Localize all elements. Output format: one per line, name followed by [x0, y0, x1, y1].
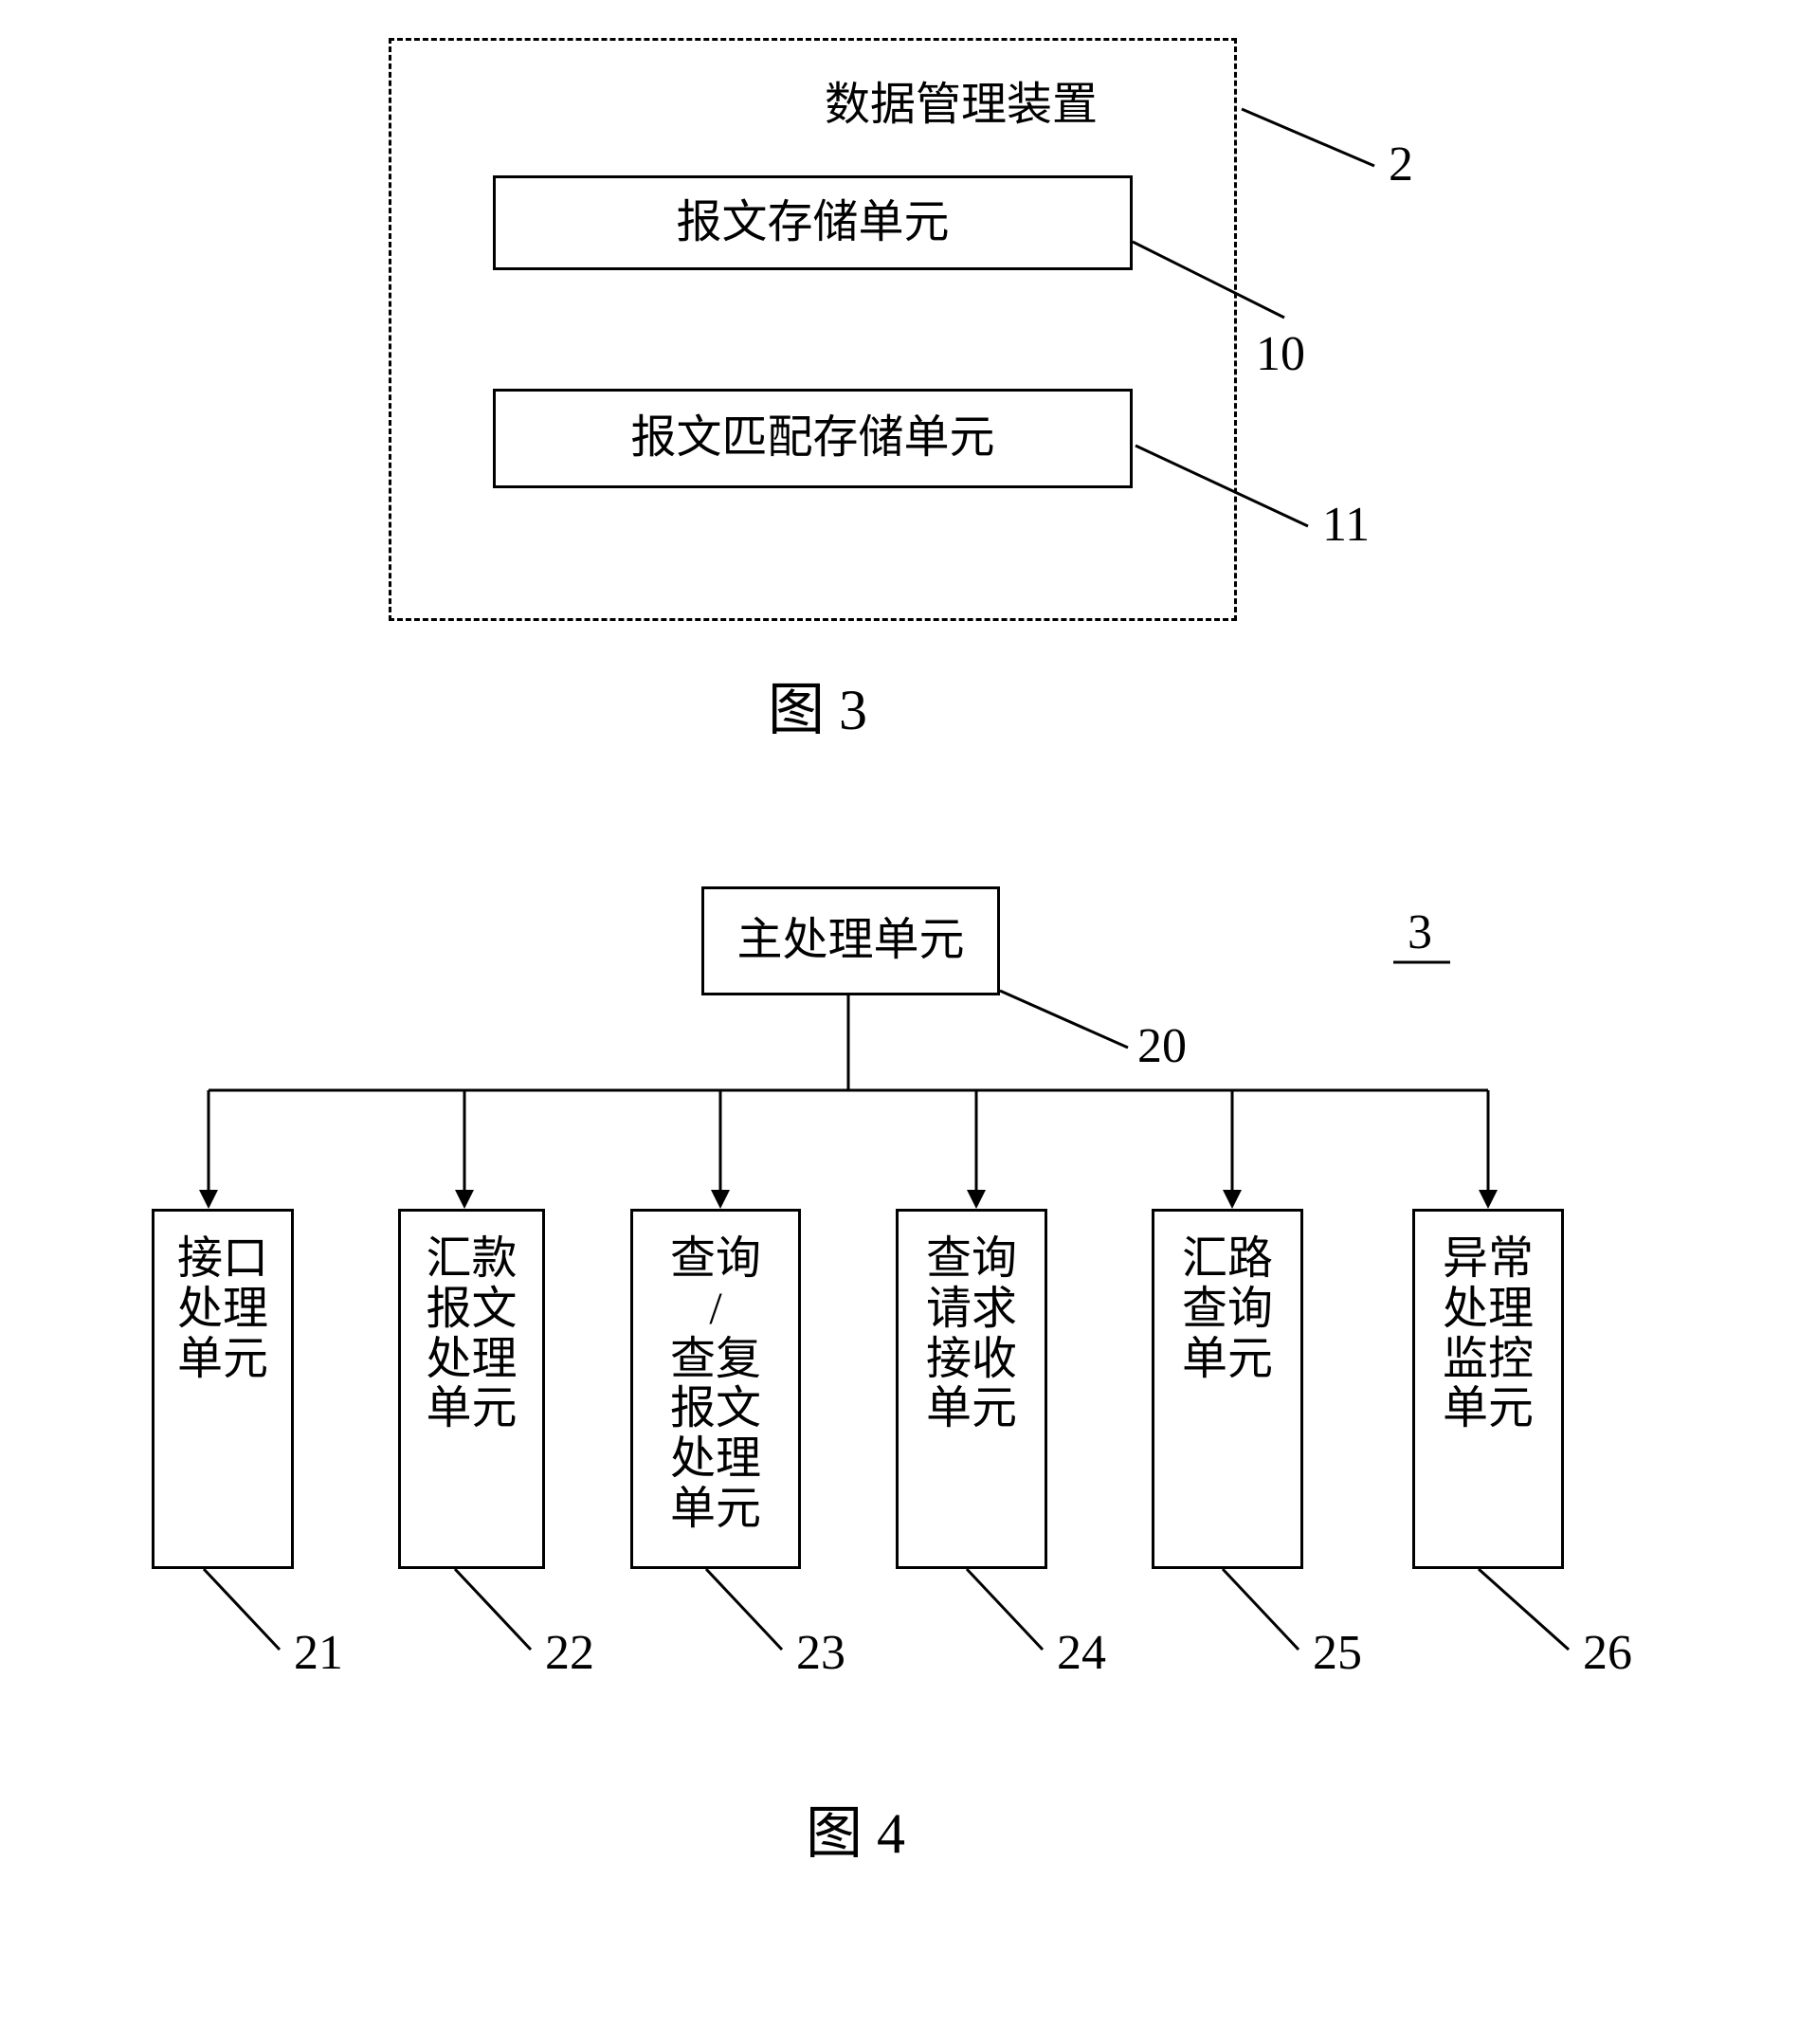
- svg-text:3: 3: [1408, 905, 1432, 959]
- fig3-container: [389, 38, 1237, 621]
- fig4-main-box-label: 主处理单元: [736, 911, 964, 970]
- svg-text:2: 2: [1389, 137, 1413, 192]
- fig4-child-label: 查询 / 查复 报文 处理 单元: [664, 1229, 767, 1541]
- fig4-child-box: 汇款 报文 处理 单元: [398, 1209, 545, 1569]
- svg-text:26: 26: [1583, 1626, 1632, 1680]
- fig3-container-label: 数据管理装置: [825, 66, 1098, 133]
- fig4-child-box: 异常 处理 监控 单元: [1412, 1209, 1564, 1569]
- svg-text:25: 25: [1313, 1626, 1362, 1680]
- svg-text:20: 20: [1137, 1019, 1187, 1073]
- fig4-child-label: 接口 处理 单元: [172, 1229, 274, 1390]
- fig3-box-storage: 报文存储单元: [493, 175, 1133, 270]
- fig4-child-box: 接口 处理 单元: [152, 1209, 294, 1569]
- fig4-child-box: 查询 / 查复 报文 处理 单元: [630, 1209, 801, 1569]
- svg-text:23: 23: [796, 1626, 845, 1680]
- svg-text:21: 21: [294, 1626, 343, 1680]
- fig4-child-label: 异常 处理 监控 单元: [1437, 1229, 1539, 1440]
- fig4-main-box: 主处理单元: [701, 886, 1000, 995]
- fig4-child-label: 汇款 报文 处理 单元: [420, 1229, 522, 1440]
- fig4-child-box: 查询 请求 接收 单元: [896, 1209, 1047, 1569]
- svg-text:22: 22: [545, 1626, 594, 1680]
- fig3-box-match-storage: 报文匹配存储单元: [493, 389, 1133, 488]
- svg-text:24: 24: [1057, 1626, 1106, 1680]
- svg-text:11: 11: [1322, 498, 1370, 552]
- fig3-box-match-storage-label: 报文匹配存储单元: [630, 409, 994, 467]
- diagram-canvas: 数据管理装置 报文存储单元 报文匹配存储单元 主处理单元 接口 处理 单元 汇款 …: [0, 0, 1817, 2044]
- fig4-child-label: 汇路 查询 单元: [1176, 1229, 1279, 1390]
- svg-text:10: 10: [1256, 327, 1305, 381]
- fig3-box-storage-label: 报文存储单元: [676, 193, 949, 252]
- fig4-child-label: 查询 请求 接收 单元: [920, 1229, 1023, 1440]
- fig4-child-box: 汇路 查询 单元: [1152, 1209, 1303, 1569]
- fig4-caption: 图 4: [806, 1787, 905, 1870]
- fig3-caption: 图 3: [768, 664, 867, 746]
